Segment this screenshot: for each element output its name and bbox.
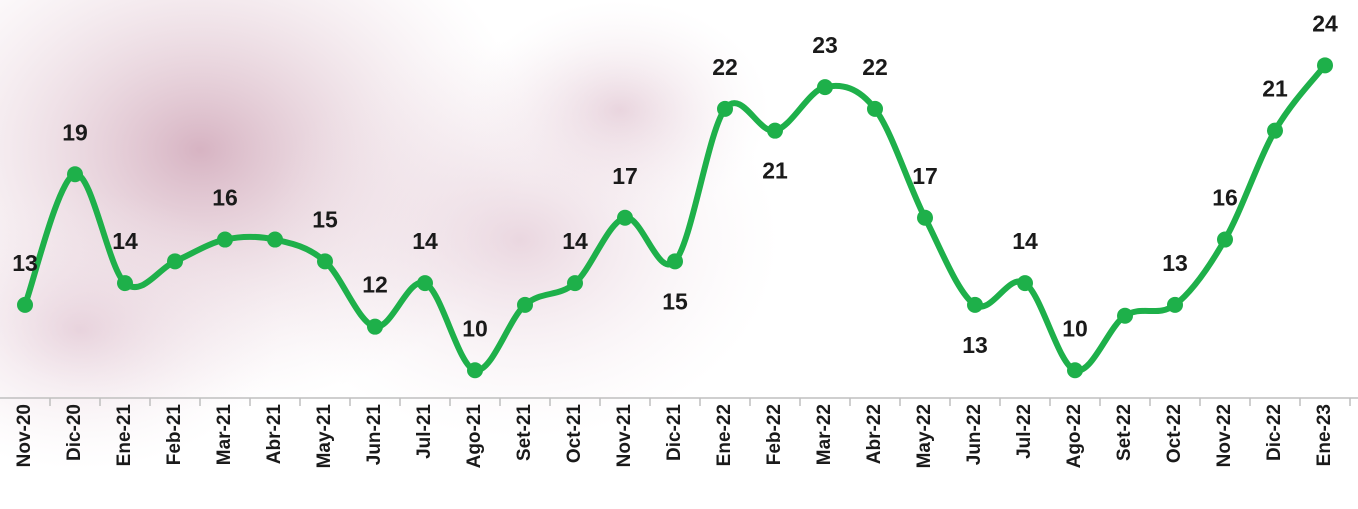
point	[1067, 362, 1083, 379]
value-label: 13	[962, 332, 988, 358]
value-label: 14	[1012, 228, 1038, 254]
point	[1017, 275, 1033, 292]
point	[367, 318, 383, 335]
point	[1167, 296, 1183, 313]
point	[617, 209, 633, 226]
point	[67, 166, 83, 183]
point	[467, 362, 483, 379]
x-tick-label: Dic-21	[664, 404, 685, 461]
x-tick-label: Nov-20	[14, 404, 35, 467]
x-tick-label: Mar-22	[814, 404, 835, 465]
point	[267, 231, 283, 248]
value-label: 16	[212, 185, 238, 211]
value-label: 15	[662, 288, 688, 314]
x-tick-label: Oct-21	[564, 404, 585, 464]
value-label: 16	[1212, 185, 1238, 211]
x-tick-label: Ene-23	[1314, 404, 1335, 466]
value-label: 22	[712, 54, 738, 80]
x-tick-label: Nov-21	[614, 404, 635, 468]
x-tick-label: Set-21	[514, 404, 535, 461]
value-label: 13	[12, 250, 38, 276]
value-label: 12	[362, 272, 388, 298]
value-label: 21	[762, 158, 788, 184]
point	[217, 231, 233, 248]
point	[1117, 307, 1133, 324]
point	[567, 275, 583, 292]
point	[867, 100, 883, 117]
background	[0, 0, 780, 470]
x-tick-label: Set-22	[1114, 404, 1135, 461]
value-label: 22	[862, 54, 888, 80]
point	[917, 209, 933, 226]
x-tick-label: Ago-21	[464, 404, 485, 469]
point	[317, 253, 333, 270]
x-tick-label: Mar-21	[214, 404, 235, 466]
point	[717, 100, 733, 117]
x-tick-label: May-22	[914, 404, 935, 468]
value-label: 19	[62, 119, 88, 145]
point	[1217, 231, 1233, 248]
point	[817, 79, 833, 96]
x-tick-label: Ene-21	[114, 404, 135, 467]
x-tick-label: Dic-20	[64, 404, 85, 461]
point	[667, 253, 683, 270]
value-label: 13	[1162, 250, 1188, 276]
value-label: 17	[912, 163, 938, 189]
x-tick-label: Abr-22	[864, 404, 885, 464]
point	[517, 296, 533, 313]
value-label: 14	[412, 228, 438, 254]
value-label: 10	[1062, 315, 1088, 341]
point	[1317, 57, 1333, 74]
x-tick-label: Ene-22	[714, 404, 735, 466]
value-label: 15	[312, 206, 338, 232]
point	[767, 122, 783, 139]
x-tick-label: Jun-21	[364, 404, 385, 466]
x-tick-label: Ago-22	[1064, 404, 1085, 468]
x-tick-label: Jul-21	[414, 404, 435, 459]
x-tick-label: Feb-21	[164, 404, 185, 466]
point	[1267, 122, 1283, 139]
point	[167, 253, 183, 270]
x-tick-label: Jul-22	[1014, 404, 1035, 459]
x-tick-label: May-21	[314, 404, 335, 469]
value-label: 14	[562, 228, 588, 254]
value-label: 23	[812, 32, 838, 58]
value-label: 10	[462, 315, 488, 341]
x-tick-label: Feb-22	[764, 404, 785, 465]
point	[17, 296, 33, 313]
value-label: 21	[1262, 76, 1288, 102]
point	[967, 296, 983, 313]
x-tick-label: Jun-22	[964, 404, 985, 465]
x-tick-label: Oct-22	[1164, 404, 1185, 463]
x-tick-label: Nov-22	[1214, 404, 1235, 467]
value-label: 17	[612, 163, 638, 189]
point	[117, 275, 133, 292]
x-tick-label: Dic-22	[1264, 404, 1285, 461]
point	[417, 275, 433, 292]
x-tick-label: Abr-21	[264, 404, 285, 465]
value-label: 24	[1312, 10, 1338, 36]
value-label: 14	[112, 228, 138, 254]
